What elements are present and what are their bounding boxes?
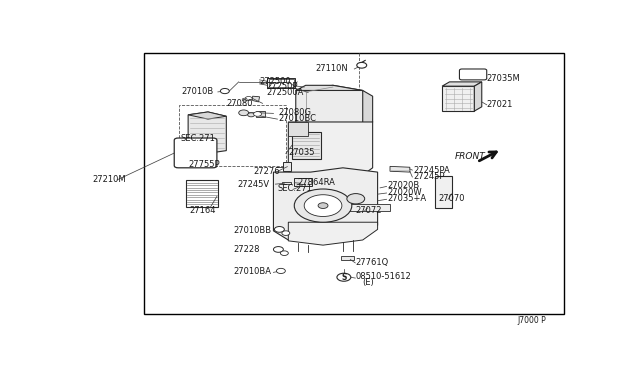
Bar	[179, 105, 286, 166]
Text: 27035M: 27035M	[486, 74, 520, 83]
Text: 27035+A: 27035+A	[388, 194, 427, 203]
Circle shape	[304, 195, 342, 217]
Circle shape	[253, 112, 262, 116]
Text: 27276: 27276	[253, 167, 280, 176]
Text: SEC.271: SEC.271	[180, 134, 215, 143]
Text: 27755P: 27755P	[188, 160, 220, 169]
Text: J7000 P: J7000 P	[518, 316, 547, 325]
Circle shape	[220, 89, 229, 94]
Text: 27110N: 27110N	[316, 64, 348, 74]
Text: 27010BC: 27010BC	[278, 114, 316, 123]
Polygon shape	[188, 112, 227, 119]
Text: 08510-51612: 08510-51612	[355, 272, 411, 281]
Text: SEC.271: SEC.271	[277, 184, 312, 193]
Text: 27245PA: 27245PA	[413, 166, 450, 174]
Polygon shape	[296, 85, 372, 131]
Polygon shape	[188, 112, 227, 154]
Circle shape	[245, 96, 252, 100]
Bar	[186, 180, 218, 207]
FancyBboxPatch shape	[174, 138, 217, 168]
Circle shape	[347, 193, 365, 204]
Polygon shape	[253, 96, 260, 102]
Circle shape	[275, 227, 284, 232]
Text: 27010BA: 27010BA	[234, 267, 272, 276]
Text: 27080G: 27080G	[278, 108, 312, 117]
Bar	[145, 53, 564, 314]
Circle shape	[248, 113, 255, 117]
Text: 27164: 27164	[189, 206, 216, 215]
Circle shape	[273, 247, 284, 252]
Text: 27245P: 27245P	[413, 172, 445, 181]
Text: 27035: 27035	[288, 148, 315, 157]
Polygon shape	[288, 222, 378, 245]
Circle shape	[242, 98, 247, 101]
Text: 27020W: 27020W	[388, 188, 422, 197]
Text: 27250P: 27250P	[266, 82, 298, 91]
Text: 27020B: 27020B	[388, 182, 420, 190]
Polygon shape	[288, 122, 372, 176]
Bar	[284, 162, 291, 171]
Polygon shape	[363, 90, 372, 129]
Circle shape	[318, 203, 328, 208]
Text: FRONT: FRONT	[455, 152, 486, 161]
Text: 27010BB: 27010BB	[234, 226, 272, 235]
Circle shape	[282, 231, 290, 235]
Polygon shape	[390, 166, 410, 172]
Text: 27864RA: 27864RA	[297, 178, 335, 187]
Text: 27245V: 27245V	[237, 180, 270, 189]
Text: 27761Q: 27761Q	[355, 258, 388, 267]
Text: 27072: 27072	[355, 206, 382, 215]
Circle shape	[356, 62, 367, 68]
FancyBboxPatch shape	[460, 69, 487, 80]
Bar	[269, 79, 294, 87]
Bar	[435, 176, 452, 208]
Text: 27021: 27021	[486, 100, 513, 109]
Polygon shape	[474, 82, 482, 111]
Text: 27080: 27080	[227, 99, 253, 108]
Polygon shape	[273, 168, 378, 243]
Circle shape	[294, 189, 352, 222]
Polygon shape	[442, 86, 474, 111]
Polygon shape	[442, 82, 482, 86]
Circle shape	[337, 273, 351, 281]
Text: 27010B: 27010B	[182, 87, 214, 96]
Polygon shape	[296, 85, 363, 90]
Bar	[333, 203, 390, 211]
Bar	[341, 256, 354, 260]
Text: 272500A: 272500A	[266, 88, 303, 97]
Bar	[292, 132, 321, 159]
Text: 27228: 27228	[234, 245, 260, 254]
Text: (E): (E)	[363, 278, 374, 287]
Bar	[256, 111, 265, 117]
Circle shape	[280, 251, 288, 256]
Text: 27210M: 27210M	[92, 175, 126, 184]
Bar	[268, 78, 295, 88]
Circle shape	[239, 110, 249, 116]
Bar	[282, 182, 291, 185]
Circle shape	[276, 268, 285, 273]
Text: S: S	[341, 273, 346, 282]
Bar	[288, 122, 308, 136]
Text: 27070: 27070	[438, 194, 465, 203]
Text: 272500: 272500	[260, 77, 291, 86]
Bar	[294, 179, 312, 186]
